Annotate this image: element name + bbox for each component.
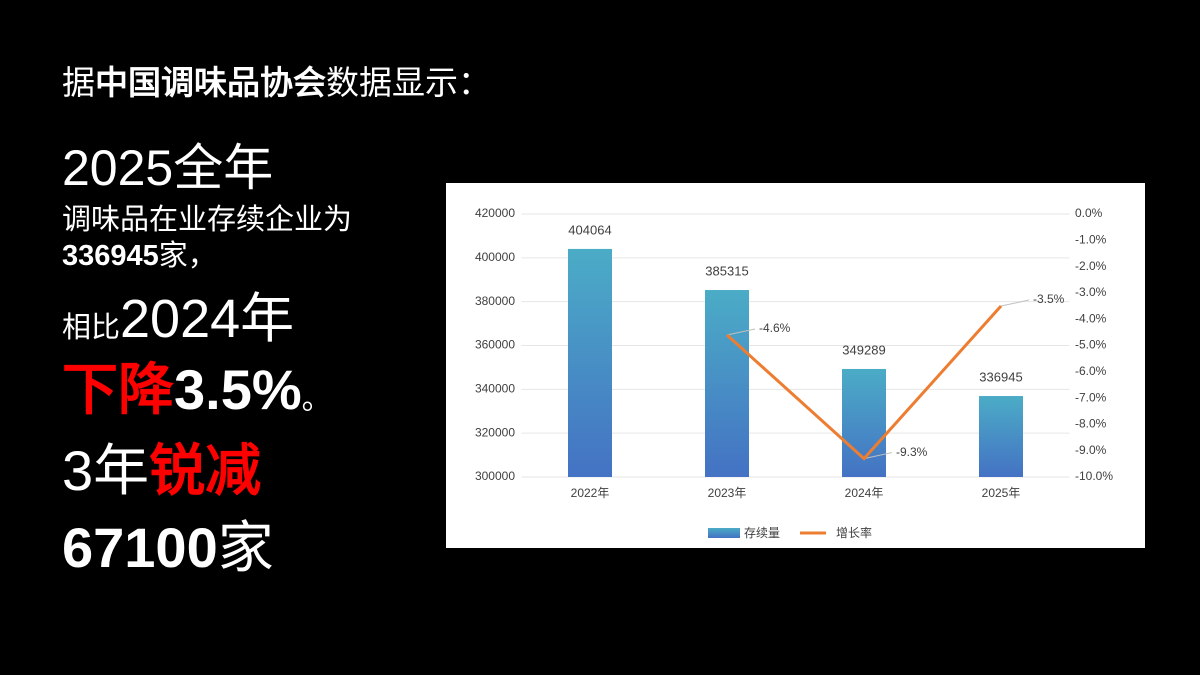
- bar: [568, 248, 612, 477]
- line-value-label: -4.6%: [759, 321, 791, 335]
- drop-unit: 家: [217, 516, 274, 579]
- y2-tick-label: -1.0%: [1075, 232, 1107, 246]
- y2-tick-label: -3.0%: [1075, 285, 1107, 299]
- leader-line: [1000, 299, 1030, 307]
- summary-line: 相比2024年: [62, 292, 294, 346]
- summary-line: 下降3.5%。: [62, 362, 332, 418]
- legend-label: 存续量: [744, 526, 780, 540]
- y-tick-label: 400000: [475, 250, 515, 264]
- summary-line: 67100家: [62, 520, 274, 576]
- compare-year: 2024年: [120, 289, 295, 349]
- y2-tick-label: -5.0%: [1075, 338, 1107, 352]
- legend-label: 增长率: [836, 525, 872, 540]
- leader-line: [726, 328, 756, 336]
- bar: [842, 368, 886, 477]
- summary-line: 336945家，: [62, 242, 217, 271]
- bar: [705, 290, 749, 477]
- drop-word: 锐减: [149, 439, 262, 502]
- drop-value: 67100: [62, 516, 218, 579]
- summary-line: 调味品在业存续企业为: [62, 204, 353, 236]
- x-tick-label: 2025年: [982, 486, 1021, 500]
- y2-tick-label: 0.0%: [1075, 206, 1103, 220]
- y-tick-label: 300000: [475, 469, 515, 483]
- line-value-label: -3.5%: [1033, 292, 1065, 306]
- headline-text: 数据显示：: [326, 64, 491, 101]
- period: 3年: [62, 439, 150, 502]
- count: 336945: [62, 240, 159, 272]
- decline-value: 3.5%: [174, 358, 302, 421]
- y-tick-label: 380000: [475, 294, 515, 308]
- y-tick-label: 320000: [475, 425, 515, 439]
- summary-line: 3年锐减: [62, 443, 261, 499]
- headline-source: 中国调味品协会: [95, 64, 326, 101]
- decline-end: 。: [301, 383, 332, 416]
- headline-text: 据: [62, 64, 95, 101]
- y2-tick-label: -8.0%: [1075, 417, 1107, 431]
- leader-line: [863, 452, 893, 460]
- bar: [979, 396, 1023, 477]
- y2-tick-label: -10.0%: [1075, 469, 1113, 483]
- x-tick-label: 2022年: [571, 486, 610, 500]
- legend-swatch: [708, 528, 740, 538]
- line: [725, 305, 1003, 461]
- x-tick-label: 2024年: [845, 486, 884, 500]
- decline-word: 下降: [62, 358, 174, 421]
- y-tick-label: 340000: [475, 382, 515, 396]
- compare-prefix: 相比: [62, 312, 121, 344]
- bar-value-label: 385315: [705, 263, 748, 278]
- line-value-label: -9.3%: [896, 445, 928, 459]
- count-unit: 家，: [158, 240, 217, 272]
- y2-tick-label: -6.0%: [1075, 364, 1107, 378]
- y-tick-label: 420000: [475, 206, 515, 220]
- bar-value-label: 349289: [842, 342, 885, 357]
- bar-value-label: 336945: [979, 369, 1022, 384]
- y2-tick-label: -7.0%: [1075, 390, 1107, 404]
- y2-tick-label: -9.0%: [1075, 443, 1107, 457]
- summary-line: 2025全年: [62, 140, 274, 196]
- y2-tick-label: -4.0%: [1075, 311, 1107, 325]
- y-tick-label: 360000: [475, 338, 515, 352]
- y2-tick-label: -2.0%: [1075, 259, 1107, 273]
- chart: 300000 320000 340000 360000 380000 400000 4200…: [446, 183, 1145, 548]
- headline: 据中国调味品协会数据显示：: [62, 66, 491, 99]
- x-tick-label: 2023年: [708, 486, 747, 500]
- bar-value-label: 404064: [568, 222, 611, 237]
